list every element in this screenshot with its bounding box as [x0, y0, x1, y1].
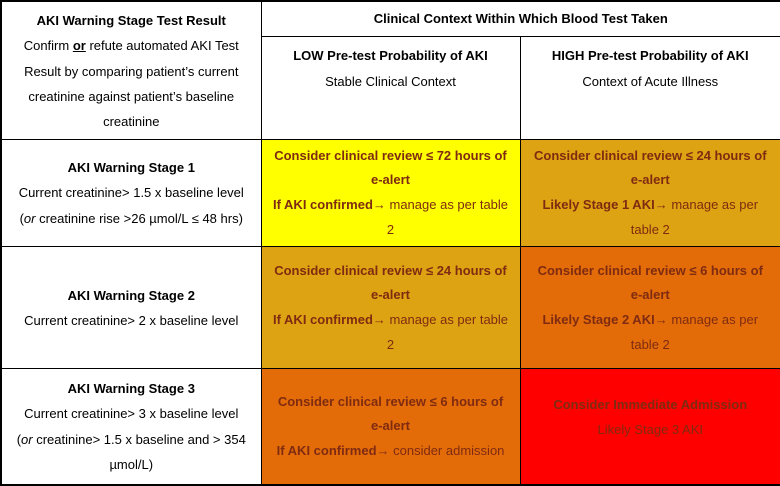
stage2-definition-cell: AKI Warning Stage 2 Current creatinine> … — [0, 246, 262, 370]
clinical-context-header-cell: Clinical Context Within Which Blood Test… — [260, 0, 780, 38]
stage3-low-action-cell: Consider clinical review ≤ 6 hours of e-… — [260, 368, 521, 486]
clinical-context-header-title: Clinical Context Within Which Blood Test… — [373, 11, 668, 27]
stage1-high-action-cell: Consider clinical review ≤ 24 hours of e… — [519, 138, 780, 248]
low-probability-header-cell: LOW Pre-test Probability of AKI Stable C… — [260, 36, 521, 140]
stage3-low-review: Consider clinical review ≤ 6 hours of e-… — [277, 393, 504, 434]
stage3-high-action-cell: Consider Immediate Admission Likely Stag… — [519, 368, 780, 486]
stage1-alt-criterion: (or creatinine rise >26 µmol/L ≤ 48 hrs) — [19, 210, 243, 226]
stage1-high-followup: Likely Stage 1 AKI→ manage as per table … — [542, 197, 759, 237]
stage2-low-action-cell: Consider clinical review ≤ 24 hours of e… — [260, 246, 521, 370]
stage1-high-review: Consider clinical review ≤ 24 hours of e… — [533, 147, 767, 188]
stage2-criterion: Current creatinine> 2 x baseline level — [24, 312, 239, 328]
stage1-definition-cell: AKI Warning Stage 1 Current creatinine> … — [0, 138, 262, 248]
stage1-criterion: Current creatinine> 1.5 x baseline level — [18, 185, 244, 201]
low-probability-subtitle: Stable Clinical Context — [325, 74, 456, 90]
stage1-low-followup: If AKI confirmed→ manage as per table 2 — [272, 197, 509, 237]
stage1-title: AKI Warning Stage 1 — [67, 160, 195, 176]
stage3-high-admission: Consider Immediate Admission — [553, 397, 748, 413]
stage2-low-review: Consider clinical review ≤ 24 hours of e… — [274, 262, 507, 303]
test-result-header-body: Confirm or refute automated AKI Test Res… — [23, 38, 239, 130]
stage3-high-followup: Likely Stage 3 AKI — [597, 422, 704, 438]
high-probability-title: HIGH Pre-test Probability of AKI — [551, 48, 749, 64]
high-probability-header-cell: HIGH Pre-test Probability of AKI Context… — [519, 36, 780, 140]
stage2-high-review: Consider clinical review ≤ 6 hours of e-… — [537, 262, 763, 303]
stage3-low-followup: If AKI confirmed→ consider admission — [276, 443, 505, 459]
stage3-title: AKI Warning Stage 3 — [67, 381, 195, 397]
low-probability-title: LOW Pre-test Probability of AKI — [293, 48, 488, 64]
stage1-low-review: Consider clinical review ≤ 72 hours of e… — [274, 147, 507, 188]
test-result-header-cell: AKI Warning Stage Test Result Confirm or… — [0, 0, 262, 140]
high-probability-subtitle: Context of Acute Illness — [582, 74, 719, 90]
stage2-high-action-cell: Consider clinical review ≤ 6 hours of e-… — [519, 246, 780, 370]
stage2-title: AKI Warning Stage 2 — [67, 287, 195, 303]
stage3-definition-cell: AKI Warning Stage 3 Current creatinine> … — [0, 368, 262, 486]
stage1-low-action-cell: Consider clinical review ≤ 72 hours of e… — [260, 138, 521, 248]
stage2-low-followup: If AKI confirmed→ manage as per table 2 — [272, 311, 509, 352]
test-result-header-title: AKI Warning Stage Test Result — [36, 13, 226, 28]
stage3-alt-criterion: (or creatinine> 1.5 x baseline and > 354… — [16, 431, 246, 473]
or-emphasis: or — [72, 38, 86, 54]
stage3-criterion: Current creatinine> 3 x baseline level — [24, 406, 239, 422]
stage2-high-followup: Likely Stage 2 AKI→ manage as per table … — [542, 311, 759, 352]
